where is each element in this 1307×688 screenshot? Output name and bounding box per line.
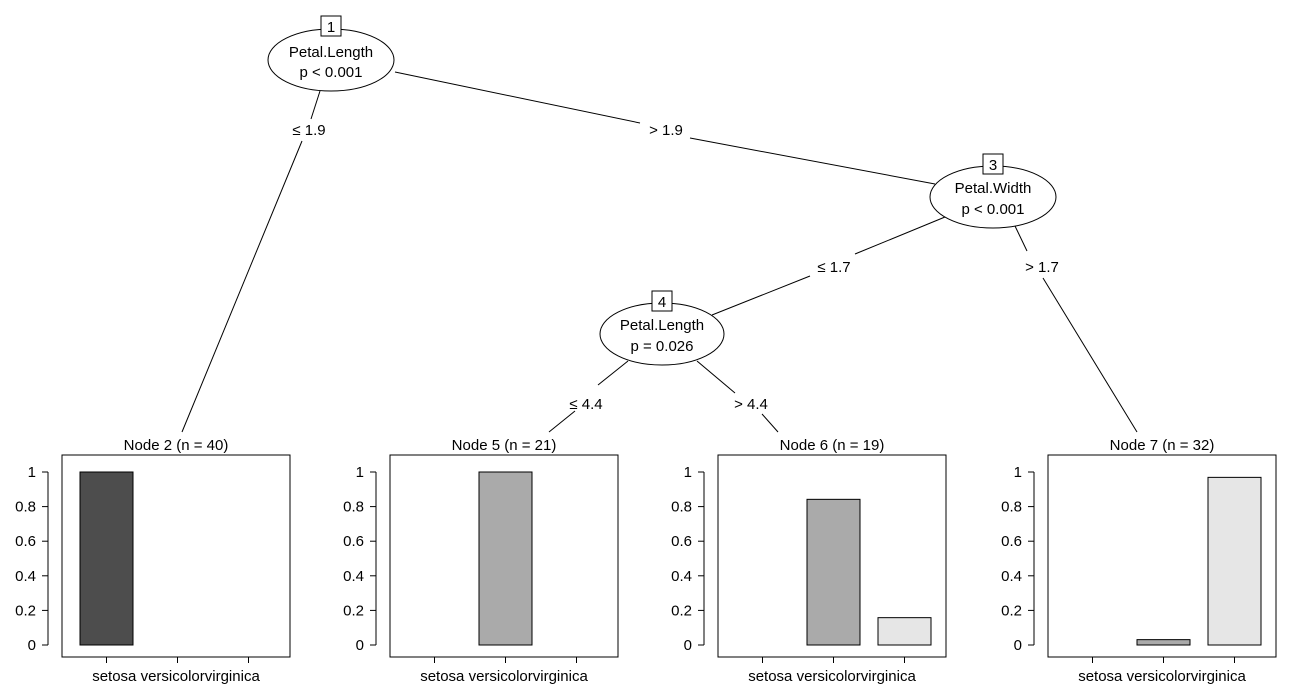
edge-label-4-5: ≤ 4.4 — [569, 396, 602, 413]
edges — [181, 71, 1138, 433]
x-category-labels: setosa versicolorvirginica — [1078, 668, 1246, 685]
node-ellipse — [599, 302, 725, 366]
y-tick-label: 0.2 — [15, 602, 36, 619]
x-category-labels: setosa versicolorvirginica — [748, 668, 916, 685]
edge-4-5-upper — [597, 360, 629, 386]
edge-4-5-lower — [548, 410, 576, 433]
edge-1-3-upper — [394, 71, 641, 124]
y-tick-label: 1 — [684, 464, 692, 481]
inner-node-3: 3 Petal.Width p < 0.001 — [929, 153, 1057, 229]
node-id: 1 — [327, 19, 335, 36]
bar-virginica — [877, 617, 932, 646]
y-tick-label: 1 — [28, 464, 36, 481]
edge-4-6-lower — [761, 413, 779, 433]
inner-node-4: 4 Petal.Length p = 0.026 — [599, 290, 725, 366]
x-tick-label-versicolor: versicolor — [1127, 668, 1191, 685]
edge-label-3-4: ≤ 1.7 — [817, 259, 850, 276]
node-pvalue: p < 0.001 — [962, 201, 1025, 218]
terminal-node-title: Node 2 (n = 40) — [124, 437, 229, 454]
y-tick-label: 0.4 — [15, 568, 36, 585]
bar-virginica — [1207, 476, 1262, 646]
edge-label-1-2: ≤ 1.9 — [292, 122, 325, 139]
terminal-node-7: Node 7 (n = 32) 0 0.2 0.4 0.6 0.8 1 setosa vers… — [1001, 437, 1277, 685]
y-tick-label: 0.6 — [1001, 533, 1022, 550]
y-tick-label: 1 — [1014, 464, 1022, 481]
bar-setosa — [79, 471, 134, 646]
inner-node-1: 1 Petal.Length p < 0.001 — [267, 15, 395, 92]
y-tick-label: 0 — [28, 637, 36, 654]
x-tick-label-virginica: virginica — [533, 668, 589, 685]
edge-1-3-lower — [689, 137, 936, 185]
terminal-node-title: Node 5 (n = 21) — [452, 437, 557, 454]
terminal-node-2: Node 2 (n = 40) 0 0.2 0.4 0.6 0.8 1 setosa vers… — [15, 437, 291, 685]
node-pvalue: p < 0.001 — [300, 64, 363, 81]
node-variable: Petal.Length — [620, 317, 704, 334]
edge-3-4-lower — [711, 275, 811, 316]
y-tick-label: 0.4 — [343, 568, 364, 585]
x-tick-label-virginica: virginica — [205, 668, 261, 685]
edge-3-4-upper — [854, 216, 946, 255]
y-tick-label: 0.4 — [1001, 568, 1022, 585]
terminal-node-6: Node 6 (n = 19) 0 0.2 0.4 0.6 0.8 1 setosa vers… — [671, 437, 947, 685]
bar-versicolor — [1136, 639, 1191, 646]
edge-3-7-upper — [1014, 225, 1028, 252]
edge-label-4-6: > 4.4 — [734, 396, 768, 413]
y-tick-label: 0.8 — [671, 499, 692, 516]
edge-labels: ≤ 1.9 > 1.9 ≤ 1.7 > 1.7 ≤ 4.4 > 4.4 — [292, 122, 1059, 413]
x-tick-label-versicolor: versicolor — [141, 668, 205, 685]
y-tick-label: 0.2 — [1001, 602, 1022, 619]
y-tick-label: 0.6 — [15, 533, 36, 550]
bar-versicolor — [478, 471, 533, 646]
x-tick-label-setosa: setosa — [420, 668, 468, 685]
node-id-box — [320, 15, 342, 37]
node-id: 4 — [658, 294, 666, 311]
terminal-nodes: Node 2 (n = 40) 0 0.2 0.4 0.6 0.8 1 setosa vers… — [15, 437, 1277, 685]
y-tick-label: 0.4 — [671, 568, 692, 585]
y-tick-label: 0.8 — [15, 499, 36, 516]
edge-1-2-lower — [181, 140, 303, 433]
y-tick-label: 0 — [1014, 637, 1022, 654]
terminal-node-title: Node 6 (n = 19) — [780, 437, 885, 454]
x-category-labels: setosa versicolorvirginica — [420, 668, 588, 685]
bar-versicolor — [806, 498, 861, 646]
x-tick-label-versicolor: versicolor — [797, 668, 861, 685]
y-tick-label: 0.2 — [671, 602, 692, 619]
x-tick-label-setosa: setosa — [1078, 668, 1126, 685]
x-tick-label-virginica: virginica — [1191, 668, 1247, 685]
edge-4-6-upper — [696, 360, 736, 394]
node-variable: Petal.Width — [955, 180, 1032, 197]
edge-1-2-upper — [310, 90, 321, 120]
y-tick-label: 0.8 — [1001, 499, 1022, 516]
terminal-node-5: Node 5 (n = 21) 0 0.2 0.4 0.6 0.8 1 setosa vers… — [343, 437, 619, 685]
node-variable: Petal.Length — [289, 44, 373, 61]
terminal-node-title: Node 7 (n = 32) — [1110, 437, 1215, 454]
x-tick-label-setosa: setosa — [748, 668, 796, 685]
node-ellipse — [929, 165, 1057, 229]
node-id-box — [651, 290, 673, 312]
y-tick-label: 0 — [356, 637, 364, 654]
edge-label-1-3: > 1.9 — [649, 122, 683, 139]
y-tick-label: 0 — [684, 637, 692, 654]
x-tick-label-versicolor: versicolor — [469, 668, 533, 685]
node-id-box — [982, 153, 1004, 175]
node-pvalue: p = 0.026 — [631, 338, 694, 355]
y-tick-label: 0.2 — [343, 602, 364, 619]
x-tick-label-setosa: setosa — [92, 668, 140, 685]
y-tick-label: 0.8 — [343, 499, 364, 516]
y-tick-label: 0.6 — [671, 533, 692, 550]
y-tick-label: 1 — [356, 464, 364, 481]
x-tick-label-virginica: virginica — [861, 668, 917, 685]
x-category-labels: setosa versicolorvirginica — [92, 668, 260, 685]
edge-label-3-7: > 1.7 — [1025, 259, 1059, 276]
y-tick-label: 0.6 — [343, 533, 364, 550]
node-id: 3 — [989, 157, 997, 174]
edge-3-7-lower — [1042, 277, 1138, 433]
